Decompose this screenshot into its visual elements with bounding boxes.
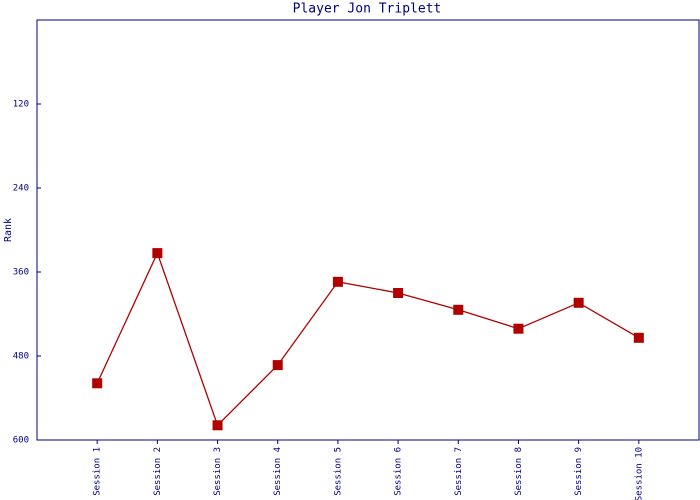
x-tick-label: Session 9 [574, 447, 584, 496]
x-tick-label: Session 5 [333, 447, 343, 496]
marker [332, 276, 343, 287]
marker [152, 248, 163, 259]
plot-border [36, 19, 700, 441]
marker [92, 378, 103, 389]
y-tick-label: 600 [13, 436, 29, 446]
line [96, 251, 640, 427]
marker [513, 323, 524, 334]
x-tick-label: Session 8 [514, 447, 524, 496]
y-tick-label: 240 [13, 184, 29, 194]
marker [573, 297, 584, 308]
y-tick-label: 480 [13, 352, 29, 362]
marker [393, 288, 404, 298]
marker [633, 332, 644, 343]
x-tick-label: Session 2 [153, 447, 163, 496]
marker [272, 360, 283, 371]
marker [453, 304, 464, 315]
x-tick-label: Session 4 [273, 447, 283, 496]
chart-title: Player Jon Triplett [293, 2, 442, 17]
x-tick-label: Session 3 [213, 447, 223, 496]
x-tick-label: Session 6 [394, 447, 404, 496]
y-axis-label: Rank [3, 218, 14, 242]
x-tick-label: Session 7 [454, 447, 464, 496]
x-tick-label: Session 1 [93, 447, 103, 496]
marker [212, 420, 223, 431]
y-tick-label: 360 [13, 268, 29, 278]
x-tick-label: Session 10 [634, 447, 644, 500]
y-tick-label: 120 [13, 100, 29, 110]
